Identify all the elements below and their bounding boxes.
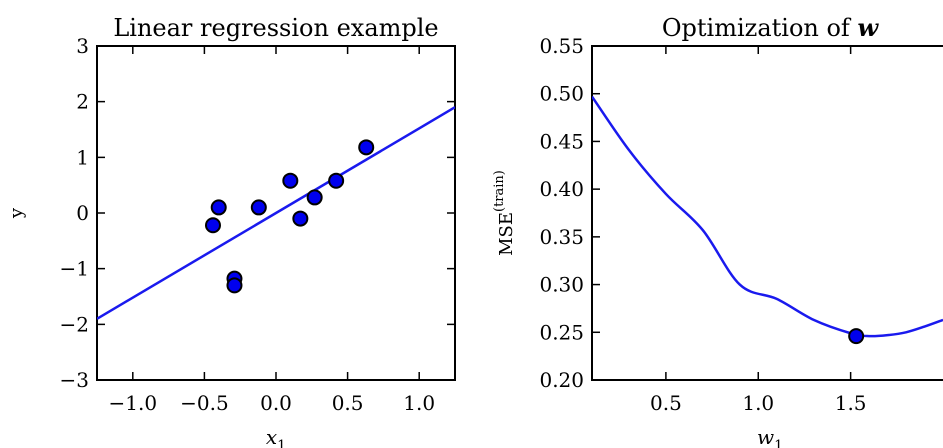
- left-y-axis-label: y: [6, 207, 27, 219]
- left-y-tick-label: −1: [60, 257, 89, 281]
- left-regression-line: [97, 106, 455, 320]
- right-x-tick-label: 1.5: [835, 391, 867, 415]
- right-y-axis-label: MSE(train): [492, 170, 517, 256]
- right-y-tick-label: 0.30: [539, 273, 584, 297]
- left-x-axis-label: x1: [266, 425, 286, 448]
- left-data-point: [358, 139, 375, 156]
- left-data-point: [226, 277, 243, 294]
- left-x-tick-label: −1.0: [109, 391, 158, 415]
- left-data-point: [292, 210, 309, 227]
- right-axes-frame: [591, 45, 943, 381]
- left-chart-title: Linear regression example: [113, 14, 438, 42]
- right-x-tick-label: 1.0: [742, 391, 774, 415]
- left-data-point: [328, 172, 345, 189]
- left-y-tick-label: 1: [76, 145, 89, 169]
- right-data-point: [848, 328, 865, 345]
- right-y-tick-label: 0.35: [539, 225, 584, 249]
- right-x-tick-label: 0.5: [650, 391, 682, 415]
- left-x-tick-label: 1.0: [403, 391, 435, 415]
- left-y-tick-label: −3: [60, 368, 89, 392]
- left-y-tick-label: 3: [76, 34, 89, 58]
- left-data-point: [210, 199, 227, 216]
- left-x-tick-label: 0.0: [260, 391, 292, 415]
- left-y-tick-label: 2: [76, 90, 89, 114]
- right-y-tick-label: 0.40: [539, 177, 584, 201]
- left-data-point: [250, 199, 267, 216]
- right-y-tick-label: 0.25: [539, 320, 584, 344]
- left-data-point: [204, 217, 221, 234]
- right-mse-curve: [592, 95, 943, 338]
- right-y-tick-label: 0.20: [539, 368, 584, 392]
- left-y-tick-label: 0: [76, 201, 89, 225]
- right-plot-area: 0.5 1.0 1.5 0.20 0.25 0.30 0.35 0.40 0.45 0.50 0.5…: [539, 34, 943, 415]
- left-y-tick-label: −2: [60, 312, 89, 336]
- right-y-tick-label: 0.50: [539, 82, 584, 106]
- left-plot-area: −1.0 −0.5 0.0 0.5 1.0 −3 −2 −1 0 1 2 3: [60, 34, 456, 415]
- right-y-tick-label: 0.55: [539, 34, 584, 58]
- left-x-tick-label: 0.5: [332, 391, 364, 415]
- right-chart-title: Optimization of w: [662, 13, 880, 42]
- left-data-point: [306, 189, 323, 206]
- left-x-tick-label: −0.5: [180, 391, 229, 415]
- right-x-axis-label: w1: [757, 425, 783, 448]
- left-data-point: [282, 172, 299, 189]
- right-y-tick-label: 0.45: [539, 129, 584, 153]
